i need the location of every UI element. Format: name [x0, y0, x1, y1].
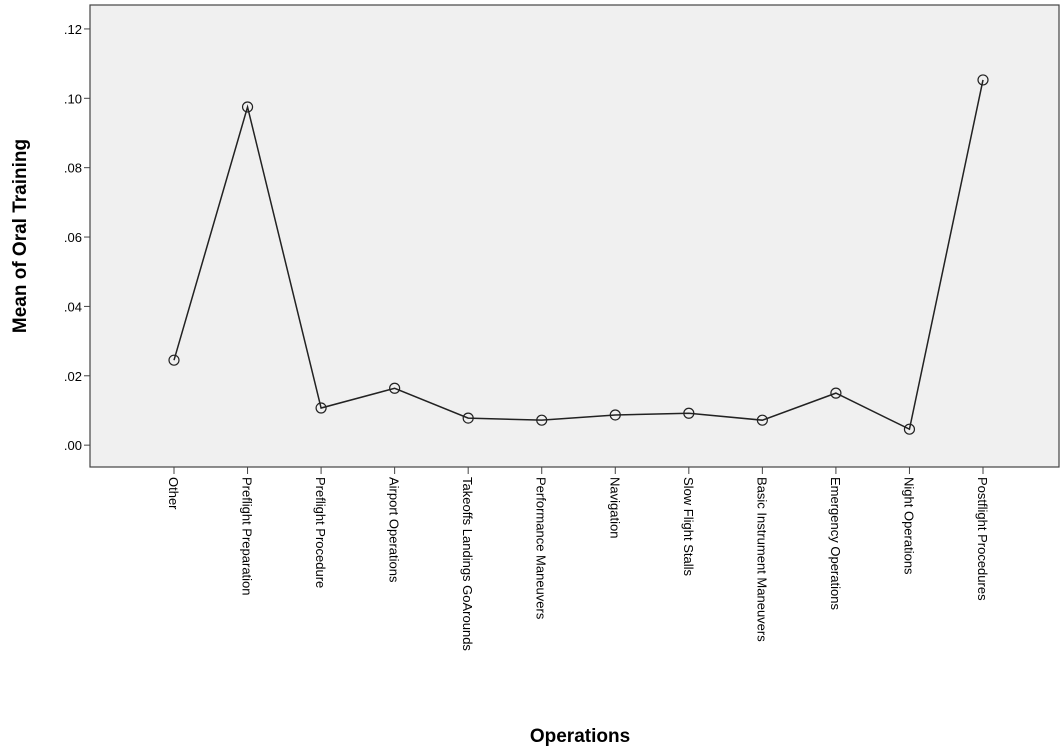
y-tick-label: .12 — [64, 22, 82, 37]
marker — [462, 412, 474, 424]
y-tick-label: .06 — [64, 230, 82, 245]
x-tick-label: Basic Instrument Maneuvers — [754, 477, 769, 642]
marker — [683, 407, 695, 419]
marker — [977, 74, 989, 86]
y-axis-label: Mean of Oral Training — [10, 139, 31, 333]
x-axis-label: Operations — [530, 726, 630, 747]
line — [173, 79, 984, 431]
y-tick-label: .04 — [64, 299, 82, 314]
marker — [168, 354, 180, 366]
x-tick-label: Night Operations — [901, 477, 916, 575]
y-tick-label: .00 — [64, 438, 82, 453]
y-tick-label: .08 — [64, 161, 82, 176]
x-tick-label: Navigation — [607, 477, 622, 538]
x-tick-label: Preflight Preparation — [240, 477, 255, 596]
marker — [756, 414, 768, 426]
marker — [830, 387, 842, 399]
x-tick-label: Emergency Operations — [828, 477, 843, 610]
marker — [315, 402, 327, 414]
marker — [609, 409, 621, 421]
marker — [903, 423, 916, 435]
marker — [241, 101, 254, 113]
x-tick-label: Other — [166, 477, 181, 510]
x-tick-label: Postflight Procedures — [975, 477, 990, 601]
plot-area — [89, 4, 1060, 468]
marker — [536, 414, 548, 426]
x-tick-label: Preflight Procedure — [313, 477, 328, 588]
x-tick-label: Airport Operations — [387, 477, 402, 583]
x-tick-label: Slow Flight Stalls — [681, 477, 696, 576]
y-tick-label: .10 — [64, 91, 82, 106]
x-tick-label: Takeoffs Landings GoArounds — [460, 477, 475, 651]
x-tick-label: Performance Maneuvers — [534, 477, 549, 620]
y-tick-label: .02 — [64, 369, 82, 384]
marker — [389, 382, 401, 394]
